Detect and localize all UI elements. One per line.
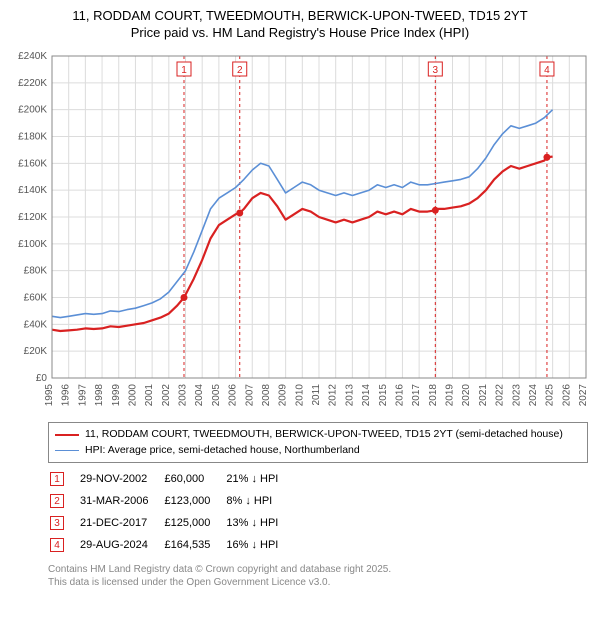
y-tick-label: £80K bbox=[24, 265, 48, 276]
y-tick-label: £60K bbox=[24, 292, 48, 303]
event-marker-dot bbox=[432, 207, 439, 214]
x-tick-label: 1995 bbox=[44, 383, 55, 406]
x-tick-label: 2007 bbox=[244, 383, 255, 406]
marker-price: £60,000 bbox=[164, 469, 224, 489]
x-tick-label: 2009 bbox=[278, 383, 289, 406]
x-tick-label: 1997 bbox=[77, 383, 88, 406]
event-marker-dot bbox=[543, 154, 550, 161]
marker-number-box: 4 bbox=[50, 538, 64, 552]
event-marker-number: 1 bbox=[181, 65, 187, 76]
marker-number-box: 1 bbox=[50, 472, 64, 486]
x-tick-label: 2021 bbox=[478, 383, 489, 406]
x-tick-label: 2010 bbox=[294, 383, 305, 406]
marker-delta: 8% ↓ HPI bbox=[226, 491, 292, 511]
x-tick-label: 1999 bbox=[111, 383, 122, 406]
legend-row: HPI: Average price, semi-detached house,… bbox=[55, 443, 581, 459]
x-tick-label: 2014 bbox=[361, 383, 372, 406]
x-tick-label: 2027 bbox=[578, 383, 589, 406]
event-marker-number: 3 bbox=[433, 65, 439, 76]
y-tick-label: £240K bbox=[18, 51, 47, 62]
x-tick-label: 1996 bbox=[61, 383, 72, 406]
marker-row: 3 21-DEC-2017£125,00013% ↓ HPI bbox=[50, 513, 292, 533]
x-tick-label: 2003 bbox=[178, 383, 189, 406]
x-tick-label: 2016 bbox=[394, 383, 405, 406]
marker-number-box: 3 bbox=[50, 516, 64, 530]
event-marker-dot bbox=[236, 209, 243, 216]
footer-line-2: This data is licensed under the Open Gov… bbox=[48, 576, 592, 589]
x-tick-label: 2023 bbox=[511, 383, 522, 406]
marker-row: 1 29-NOV-2002£60,00021% ↓ HPI bbox=[50, 469, 292, 489]
x-tick-label: 2013 bbox=[344, 383, 355, 406]
marker-date: 29-NOV-2002 bbox=[80, 469, 162, 489]
y-tick-label: £20K bbox=[24, 346, 48, 357]
x-tick-label: 2015 bbox=[378, 383, 389, 406]
legend-row: 11, RODDAM COURT, TWEEDMOUTH, BERWICK-UP… bbox=[55, 427, 581, 443]
x-tick-label: 2020 bbox=[461, 383, 472, 406]
marker-date: 31-MAR-2006 bbox=[80, 491, 162, 511]
legend-swatch bbox=[55, 434, 79, 436]
x-tick-label: 2026 bbox=[561, 383, 572, 406]
y-tick-label: £220K bbox=[18, 78, 47, 89]
chart-title-block: 11, RODDAM COURT, TWEEDMOUTH, BERWICK-UP… bbox=[8, 8, 592, 42]
marker-date: 21-DEC-2017 bbox=[80, 513, 162, 533]
x-tick-label: 2005 bbox=[211, 383, 222, 406]
x-tick-label: 2022 bbox=[495, 383, 506, 406]
y-tick-label: £180K bbox=[18, 131, 47, 142]
x-tick-label: 2012 bbox=[328, 383, 339, 406]
marker-row: 2 31-MAR-2006£123,0008% ↓ HPI bbox=[50, 491, 292, 511]
x-tick-label: 2000 bbox=[127, 383, 138, 406]
y-tick-label: £160K bbox=[18, 158, 47, 169]
price-chart: £0 £20K £40K £60K £80K £100K £120K £140K £160K £1… bbox=[8, 46, 592, 416]
x-tick-label: 2001 bbox=[144, 383, 155, 406]
y-tick-label: £200K bbox=[18, 104, 47, 115]
legend-label: HPI: Average price, semi-detached house,… bbox=[85, 443, 360, 459]
x-tick-label: 2024 bbox=[528, 383, 539, 406]
marker-price: £123,000 bbox=[164, 491, 224, 511]
x-tick-label: 2025 bbox=[545, 383, 556, 406]
legend: 11, RODDAM COURT, TWEEDMOUTH, BERWICK-UP… bbox=[48, 422, 588, 464]
footer-note: Contains HM Land Registry data © Crown c… bbox=[48, 563, 592, 589]
title-line-2: Price paid vs. HM Land Registry's House … bbox=[8, 25, 592, 42]
markers-table: 1 29-NOV-2002£60,00021% ↓ HPI 2 31-MAR-2006… bbox=[48, 467, 294, 557]
x-tick-label: 2006 bbox=[228, 383, 239, 406]
marker-delta: 16% ↓ HPI bbox=[226, 535, 292, 555]
marker-row: 4 29-AUG-2024£164,53516% ↓ HPI bbox=[50, 535, 292, 555]
marker-delta: 21% ↓ HPI bbox=[226, 469, 292, 489]
marker-number-box: 2 bbox=[50, 494, 64, 508]
y-tick-label: £140K bbox=[18, 185, 47, 196]
y-tick-label: £40K bbox=[24, 319, 48, 330]
x-tick-label: 2008 bbox=[261, 383, 272, 406]
marker-date: 29-AUG-2024 bbox=[80, 535, 162, 555]
x-tick-label: 2002 bbox=[161, 383, 172, 406]
marker-delta: 13% ↓ HPI bbox=[226, 513, 292, 533]
x-tick-label: 2011 bbox=[311, 383, 322, 405]
event-marker-dot bbox=[180, 294, 187, 301]
legend-label: 11, RODDAM COURT, TWEEDMOUTH, BERWICK-UP… bbox=[85, 427, 563, 443]
y-tick-label: £100K bbox=[18, 239, 47, 250]
event-marker-number: 2 bbox=[237, 65, 243, 76]
y-tick-label: £0 bbox=[36, 373, 48, 384]
marker-price: £164,535 bbox=[164, 535, 224, 555]
y-tick-label: £120K bbox=[18, 212, 47, 223]
chart-container: £0 £20K £40K £60K £80K £100K £120K £140K £160K £1… bbox=[8, 46, 592, 416]
event-marker-number: 4 bbox=[544, 65, 550, 76]
x-tick-label: 2017 bbox=[411, 383, 422, 406]
marker-price: £125,000 bbox=[164, 513, 224, 533]
x-tick-label: 2004 bbox=[194, 383, 205, 406]
x-tick-label: 1998 bbox=[94, 383, 105, 406]
x-tick-label: 2019 bbox=[445, 383, 456, 406]
footer-line-1: Contains HM Land Registry data © Crown c… bbox=[48, 563, 592, 576]
title-line-1: 11, RODDAM COURT, TWEEDMOUTH, BERWICK-UP… bbox=[8, 8, 592, 25]
legend-swatch bbox=[55, 450, 79, 451]
x-tick-label: 2018 bbox=[428, 383, 439, 406]
